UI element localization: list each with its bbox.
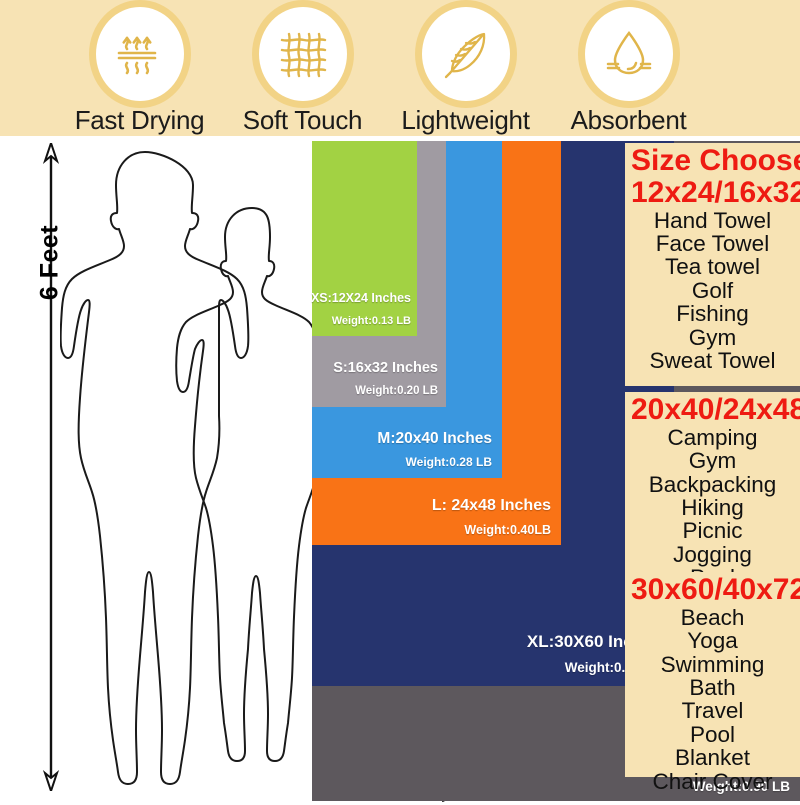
list-item: Gym [688,324,737,350]
list-item: Face Towel [655,230,770,256]
use-panel-small: Size Choose 12x24/16x32 Hand Towel Face … [625,143,800,386]
fast-drying-icon [113,27,167,81]
male-silhouette-outline [59,151,250,785]
list-item: Tea towel [664,254,761,280]
list-item: Backpacking [648,471,777,497]
panel-use-list: Hand Towel Face Towel Tea towel Golf Fis… [631,207,794,373]
feature-badge [584,7,673,101]
human-silhouettes [59,140,320,800]
size-weight: Weight:0.90 LB [692,779,790,794]
size-weight: Weight:0.40LB [464,523,551,537]
list-item: Camping [667,424,758,450]
panel-size-range: 20x40/24x48 [631,393,800,426]
lightweight-feather-icon [439,27,493,81]
feature-item-fast-drying: Fast Drying [58,0,221,136]
feature-label: Fast Drying [74,105,205,135]
size-weight: Weight:0.28 LB [405,455,492,469]
feature-label: Absorbent [570,105,687,135]
list-item: Pool [689,721,736,747]
soft-touch-icon [277,28,329,80]
size-weight: Weight:0.13 LB [331,315,411,327]
use-panel-large: 30x60/40x72 Beach Yoga Swimming Bath Tra… [625,572,800,793]
double-arrow-icon [42,143,60,791]
feature-item-soft-touch: Soft Touch [221,0,384,136]
female-silhouette-outline [175,207,320,762]
list-item: Chair Cover [652,768,773,794]
size-title: S:16x32 Inches [333,360,438,376]
list-item: Jogging [673,541,752,567]
panel-size-range: 12x24/16x32 [631,175,800,209]
list-item: Bath [689,674,736,700]
list-item: Fishing [676,301,749,327]
panel-use-list: Camping Gym Backpacking Hiking Picnic Jo… [631,424,794,589]
list-item: Travel [681,698,744,724]
feature-badge [421,7,510,101]
feature-band: Fast Drying Soft Touch [0,0,800,136]
list-item: Hiking [681,494,744,520]
feature-item-absorbent: Absorbent [547,0,710,136]
panel-use-list: Beach Yoga Swimming Bath Travel Pool Bla… [631,604,794,794]
list-item: Swimming [660,651,765,677]
size-title: XS:12X24 Inches [310,291,411,305]
panel-size-range: 30x60/40x72 [631,573,800,606]
list-item: Yoga [687,628,738,654]
feature-label: Lightweight [401,105,530,135]
size-block-xs[interactable]: XS:12X24 Inches Weight:0.13 LB [310,141,417,336]
feature-label: Soft Touch [242,105,363,135]
list-item: Sweat Towel [649,347,776,373]
feature-badge [95,7,184,101]
feature-item-lightweight: Lightweight [384,0,547,136]
list-item: Blanket [674,745,751,771]
list-item: Gym [688,448,737,474]
height-measure-scale: 6 Feet [22,143,78,791]
list-item: Hand Towel [653,207,772,233]
list-item: Golf [691,277,734,303]
list-item: Beach [680,604,745,630]
absorbent-droplet-icon [603,28,655,80]
size-title: L: 24x48 Inches [431,497,551,514]
size-weight: Weight:0.20 LB [355,385,438,397]
size-title: M:20x40 Inches [377,430,492,447]
use-panel-medium: 20x40/24x48 Camping Gym Backpacking Hiki… [625,392,800,590]
list-item: Picnic [682,518,743,544]
feature-badge [258,7,347,101]
panel-title: Size Choose [631,144,800,177]
